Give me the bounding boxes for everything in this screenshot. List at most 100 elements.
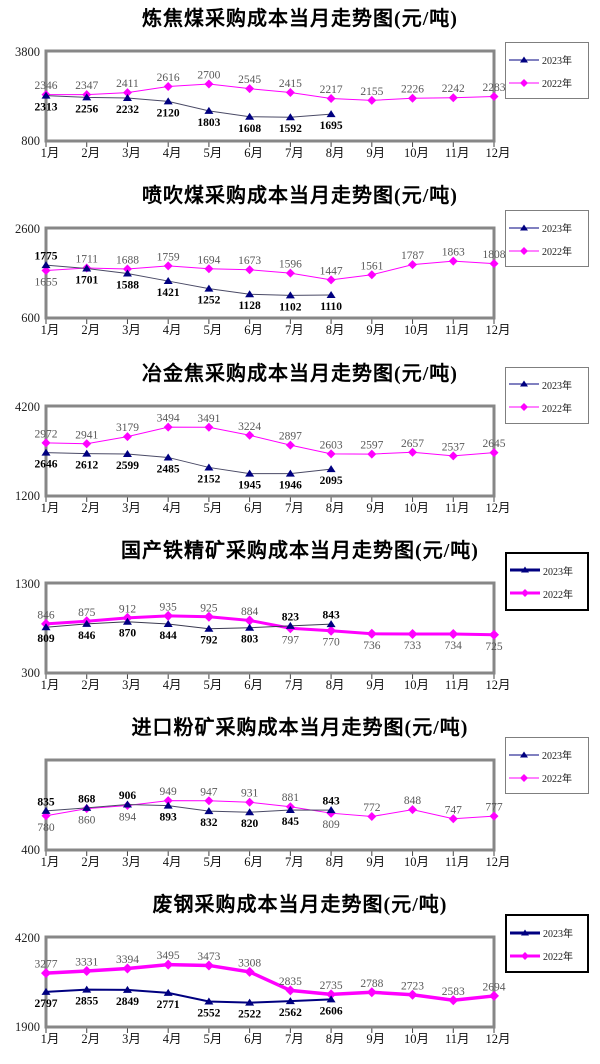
marker-2022年	[489, 92, 499, 102]
marker-2023年	[204, 463, 214, 471]
value-label: 1655	[35, 277, 58, 289]
value-label: 2606	[320, 1006, 343, 1018]
marker-2023年	[41, 807, 51, 815]
value-label: 2599	[116, 460, 139, 472]
x-tick-label: 2月	[81, 501, 100, 515]
x-tick-label: 10月	[404, 678, 429, 692]
marker-2022年	[163, 422, 173, 432]
x-tick-label: 4月	[163, 855, 182, 869]
marker-2023年	[245, 290, 255, 298]
line-2022年	[45, 800, 495, 820]
value-label: 832	[200, 817, 218, 829]
marker-2023年	[82, 93, 92, 101]
marker-2023年	[122, 800, 132, 808]
value-label: 1775	[35, 251, 58, 263]
x-tick-label: 12月	[485, 501, 510, 515]
chart-block-scrap-steel: 废钢采购成本当月走势图(元/吨) 1月 2月 3月 4月 5月 6月 7月 8月 9月 10月 11…	[0, 886, 600, 1063]
value-label: 1588	[116, 280, 139, 292]
marker-2023年	[163, 801, 173, 809]
chart-title: 冶金焦采购成本当月走势图(元/吨)	[142, 362, 458, 385]
marker-2023年	[245, 808, 255, 816]
x-tick-label: 3月	[122, 501, 141, 515]
marker-2022年	[203, 960, 214, 971]
value-label: 1701	[75, 275, 98, 287]
legend-item-2023年: 2023年	[509, 216, 585, 239]
x-tick-label: 10月	[404, 146, 429, 160]
diamond-marker-icon	[509, 403, 539, 412]
value-label: 2120	[157, 107, 180, 119]
marker-2023年	[163, 277, 173, 285]
marker-2022年	[285, 268, 295, 278]
marker-2023年	[41, 91, 51, 99]
x-tick-label: 8月	[326, 855, 345, 869]
x-tick-label: 7月	[285, 678, 304, 692]
x-tick-label: 5月	[204, 855, 223, 869]
x-tick-label: 6月	[244, 1032, 263, 1046]
line-2023年	[45, 264, 332, 297]
marker-2023年	[82, 619, 92, 627]
marker-2022年	[41, 968, 51, 979]
x-tick-label: 1月	[41, 501, 60, 515]
x-tick-label: 11月	[445, 678, 470, 692]
marker-2023年	[326, 995, 336, 1003]
legend-label: 2022年	[542, 79, 572, 90]
value-label: 2232	[116, 104, 139, 116]
x-tick-label: 3月	[122, 146, 141, 160]
marker-2022年	[204, 796, 214, 806]
x-tick-label: 9月	[366, 1032, 385, 1046]
value-label: 2155	[360, 86, 383, 98]
value-label: 2346	[35, 80, 58, 92]
plot-area	[44, 404, 496, 498]
legend-marker	[521, 951, 529, 960]
value-label: 2771	[157, 999, 180, 1011]
value-label: 734	[445, 640, 463, 652]
x-tick-label: 7月	[285, 855, 304, 869]
value-label: 893	[160, 812, 178, 824]
triangle-marker-icon	[510, 929, 540, 936]
x-tick-label: 2月	[81, 1032, 100, 1046]
x-tick-label: 4月	[163, 678, 182, 692]
legend-label: 2023年	[543, 929, 573, 941]
value-label: 2552	[197, 1008, 220, 1020]
triangle-marker-icon	[509, 751, 539, 758]
marker-2022年	[245, 265, 255, 275]
chart-block-met-coke: 冶金焦采购成本当月走势图(元/吨) 1月 2月 3月 4月 5月 6月 7月 8月 9月 10月 1…	[0, 355, 600, 532]
value-label: 2797	[35, 998, 58, 1010]
value-label: 2616	[157, 72, 180, 84]
legend-marker	[520, 773, 528, 782]
y-axis-max-label: 1300	[15, 577, 40, 591]
value-label: 1711	[75, 254, 98, 266]
line-2023年	[45, 621, 332, 630]
marker-2022年	[204, 422, 214, 432]
marker-2022年	[448, 256, 458, 266]
value-label: 736	[363, 640, 381, 652]
marker-2022年	[163, 960, 174, 971]
value-label: 1808	[483, 249, 506, 261]
marker-2023年	[285, 469, 295, 477]
diamond-marker-icon	[509, 78, 539, 87]
value-label: 1102	[279, 302, 302, 314]
value-label: 935	[160, 601, 178, 613]
marker-2022年	[82, 438, 92, 448]
chart-title: 喷吹煤采购成本当月走势图(元/吨)	[142, 185, 458, 208]
chart-legend: 2023年 2022年	[505, 366, 589, 424]
legend-label: 2023年	[543, 566, 573, 578]
legend-marker	[520, 403, 528, 412]
legend-marker	[520, 380, 528, 387]
marker-2022年	[367, 449, 377, 459]
marker-2023年	[285, 113, 295, 121]
marker-2023年	[326, 620, 336, 628]
value-label: 843	[322, 796, 340, 808]
marker-2022年	[408, 260, 418, 270]
marker-2023年	[204, 284, 214, 292]
marker-2022年	[408, 805, 418, 815]
value-label: 2545	[238, 74, 261, 86]
marker-2023年	[245, 469, 255, 477]
x-tick-label: 8月	[326, 501, 345, 515]
marker-2022年	[163, 261, 173, 271]
marker-2022年	[367, 95, 377, 105]
marker-2022年	[366, 628, 377, 639]
value-label: 1945	[238, 479, 261, 491]
value-label: 2657	[401, 437, 424, 449]
x-tick-label: 7月	[285, 146, 304, 160]
